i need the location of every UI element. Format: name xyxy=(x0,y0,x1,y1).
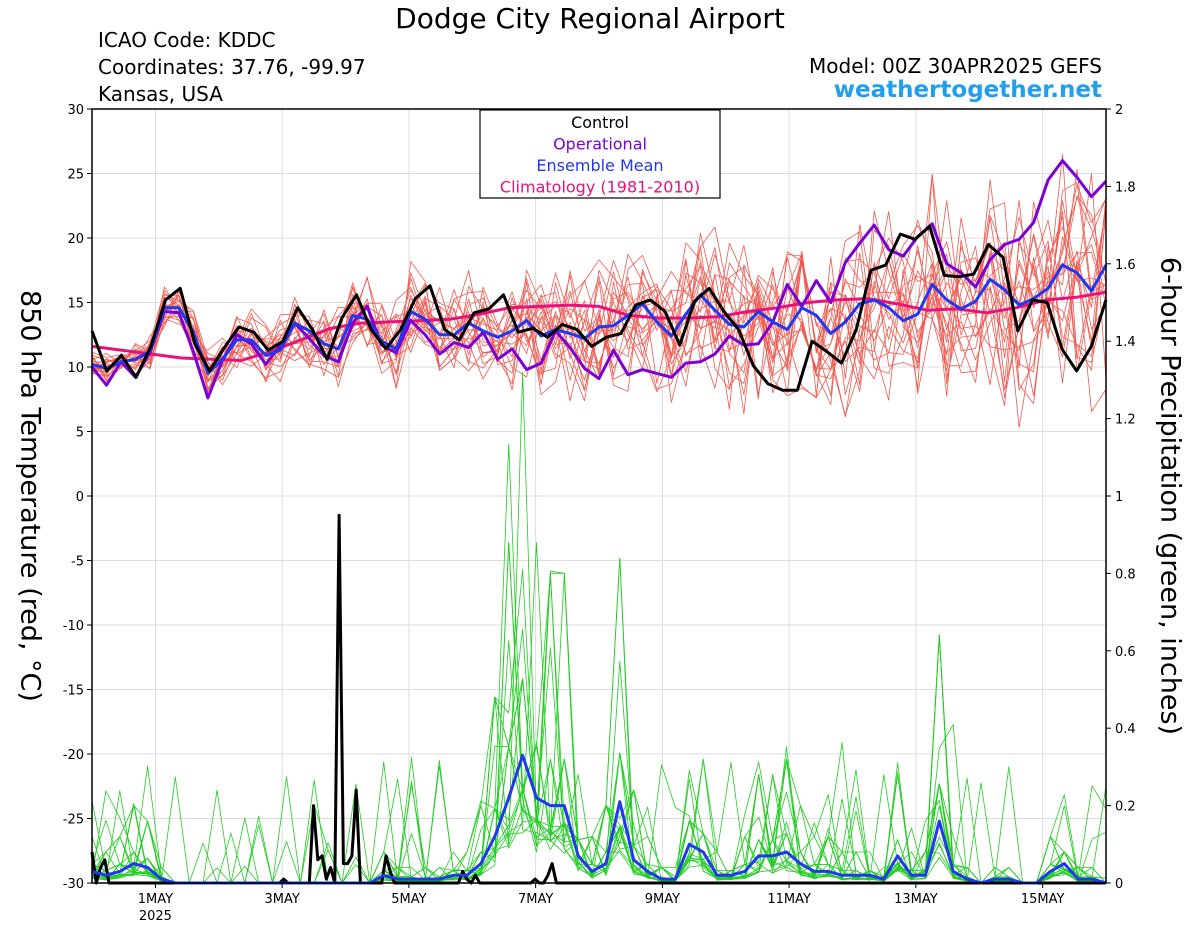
climatology-line xyxy=(91,290,1107,362)
temp-member-line xyxy=(91,169,1107,406)
precip-member-line xyxy=(91,678,1107,884)
control-line xyxy=(90,224,1108,392)
y-tick-label: -30 xyxy=(63,877,84,892)
y2-tick-label: 2 xyxy=(1115,103,1123,118)
y-tick-label: -20 xyxy=(63,748,84,763)
precip-member-line xyxy=(91,542,1107,884)
temp-member-line xyxy=(91,254,1107,398)
y-tick-label: 15 xyxy=(67,297,84,312)
precip-member-line xyxy=(91,634,1107,884)
temp-member-line xyxy=(91,202,1107,405)
temp-member-line xyxy=(91,207,1107,402)
y2-tick-label: 1.4 xyxy=(1115,335,1136,350)
y-tick-label: 20 xyxy=(67,232,84,247)
y-tick-label: -15 xyxy=(63,684,84,699)
precip-member-line xyxy=(91,634,1107,884)
x-tick-label: 3MAY xyxy=(264,892,299,907)
y2-tick-label: 0 xyxy=(1115,877,1123,892)
y2-tick-label: 1.8 xyxy=(1115,180,1136,195)
location: Kansas, USA xyxy=(98,82,223,106)
y2-tick-label: 1 xyxy=(1115,490,1123,505)
precip-member-line xyxy=(91,542,1107,884)
y2-tick-label: 0.6 xyxy=(1115,645,1136,660)
icao-code: ICAO Code: KDDC xyxy=(98,28,276,52)
chart-title: Dodge City Regional Airport xyxy=(395,2,785,35)
x-tick-label: 9MAY xyxy=(645,892,680,907)
temp-member-line xyxy=(91,201,1107,400)
operational-line xyxy=(90,159,1108,400)
y-tick-label: 10 xyxy=(67,361,84,376)
y-tick-label: 25 xyxy=(67,168,84,183)
legend-box xyxy=(479,109,721,199)
temp-member-line xyxy=(91,210,1107,399)
precip-member-line xyxy=(91,634,1107,884)
y2-tick-label: 0.4 xyxy=(1115,722,1136,737)
temp-member-line xyxy=(91,197,1107,381)
ensemble-mean-line xyxy=(91,263,1108,375)
model-run: Model: 00Z 30APR2025 GEFS xyxy=(809,54,1102,78)
x-tick-label: 13MAY xyxy=(894,892,938,907)
coordinates: Coordinates: 37.76, -99.97 xyxy=(98,55,366,79)
x-tick-label: 1MAY xyxy=(138,892,173,907)
y2-tick-label: 1.2 xyxy=(1115,413,1136,428)
legend-entry: Operational xyxy=(553,135,647,154)
y2-tick-label: 1.6 xyxy=(1115,258,1136,273)
x-tick-year: 2025 xyxy=(139,909,172,924)
site-link[interactable]: weathertogether.net xyxy=(833,77,1102,103)
legend-entry: Climatology (1981-2010) xyxy=(500,178,700,197)
y-tick-label: -25 xyxy=(63,813,84,828)
x-tick-label: 7MAY xyxy=(518,892,553,907)
control-precip-line xyxy=(90,513,1106,885)
x-tick-label: 11MAY xyxy=(767,892,811,907)
precip-member-line xyxy=(91,640,1107,884)
x-tick-label: 5MAY xyxy=(391,892,426,907)
legend-entry: Control xyxy=(571,113,629,132)
y-tick-label: -10 xyxy=(63,619,84,634)
x-tick-label: 15MAY xyxy=(1021,892,1065,907)
y-tick-label: -5 xyxy=(71,555,84,570)
precip-member-line xyxy=(91,443,1107,884)
y2-tick-label: 0.8 xyxy=(1115,567,1136,582)
precip-member-line xyxy=(91,542,1107,884)
y-tick-label: 30 xyxy=(67,103,84,118)
temp-member-line xyxy=(91,209,1107,428)
y2-tick-label: 0.2 xyxy=(1115,800,1136,815)
precip-member-line xyxy=(91,371,1107,884)
y-tick-label: 5 xyxy=(76,426,84,441)
legend-entry: Ensemble Mean xyxy=(536,156,663,175)
y-tick-label: 0 xyxy=(76,490,84,505)
